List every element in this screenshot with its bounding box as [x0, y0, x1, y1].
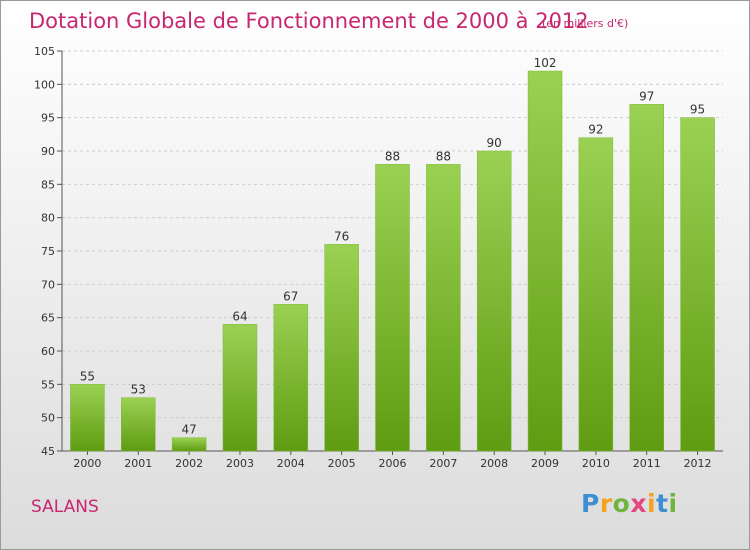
x-tick-label: 2006: [379, 457, 407, 470]
data-label: 88: [385, 149, 400, 163]
unit-note: (en milliers d'€): [542, 17, 629, 30]
y-tick-label: 95: [41, 112, 55, 125]
proxiti-logo: Proxiti: [581, 489, 678, 518]
y-tick-label: 105: [34, 45, 55, 58]
bar-2009: [527, 70, 563, 452]
data-label: 64: [232, 309, 247, 323]
axes: 45 50 55 60 65 70 75 80 85 90 95 100 105: [34, 45, 723, 458]
x-tick-label: 2004: [277, 457, 305, 470]
bar-2006: [375, 164, 410, 452]
bar-2002: [171, 437, 207, 452]
town-name: SALANS: [31, 497, 99, 517]
data-label: 55: [80, 369, 95, 383]
bar-2010: [578, 137, 614, 452]
bar-2003: [222, 324, 258, 452]
y-tick-label: 60: [41, 345, 55, 358]
x-tick-label: 2000: [73, 457, 101, 470]
x-tick-label: 2003: [226, 457, 254, 470]
x-tick-label: 2005: [328, 457, 356, 470]
x-tick-label: 2002: [175, 457, 203, 470]
bar-2012: [680, 117, 715, 452]
bar-2011: [629, 104, 664, 452]
x-tick-label: 2001: [124, 457, 152, 470]
y-tick-label: 70: [41, 278, 55, 291]
y-tick-label: 85: [41, 178, 55, 191]
y-tick-label: 90: [41, 145, 55, 158]
bar-2000: [70, 384, 105, 452]
y-tick-label: 75: [41, 245, 55, 258]
labels: 2000 55 2001 53 2002 47 2003 64 2004 67 2005 76 2006…: [73, 56, 711, 470]
bar-2008: [476, 150, 512, 452]
data-label: 102: [534, 56, 557, 70]
bar-2001: [121, 397, 156, 452]
x-tick-label: 2010: [582, 457, 610, 470]
y-tick-label: 55: [41, 378, 55, 391]
data-label: 67: [283, 289, 298, 303]
chart-title: Dotation Globale de Fonctionnement de 20…: [29, 9, 589, 33]
bar-2004: [273, 304, 309, 452]
y-tick-label: 100: [34, 78, 55, 91]
x-tick-label: 2009: [531, 457, 559, 470]
data-label: 95: [690, 103, 705, 117]
x-tick-label: 2008: [480, 457, 508, 470]
y-tick-label: 65: [41, 312, 55, 325]
x-tick-label: 2011: [633, 457, 661, 470]
x-tick-label: 2007: [429, 457, 457, 470]
x-tick-label: 2012: [684, 457, 712, 470]
data-label: 76: [334, 229, 349, 243]
data-label: 47: [181, 423, 196, 437]
y-tick-label: 45: [41, 445, 55, 458]
data-label: 92: [588, 123, 603, 137]
bars: [70, 70, 715, 452]
bar-2005: [324, 244, 359, 452]
bar-2007: [426, 164, 461, 452]
data-label: 53: [131, 383, 146, 397]
y-tick-label: 50: [41, 412, 55, 425]
y-tick-label: 80: [41, 212, 55, 225]
data-label: 90: [487, 136, 502, 150]
data-label: 88: [436, 149, 451, 163]
data-label: 97: [639, 89, 654, 103]
